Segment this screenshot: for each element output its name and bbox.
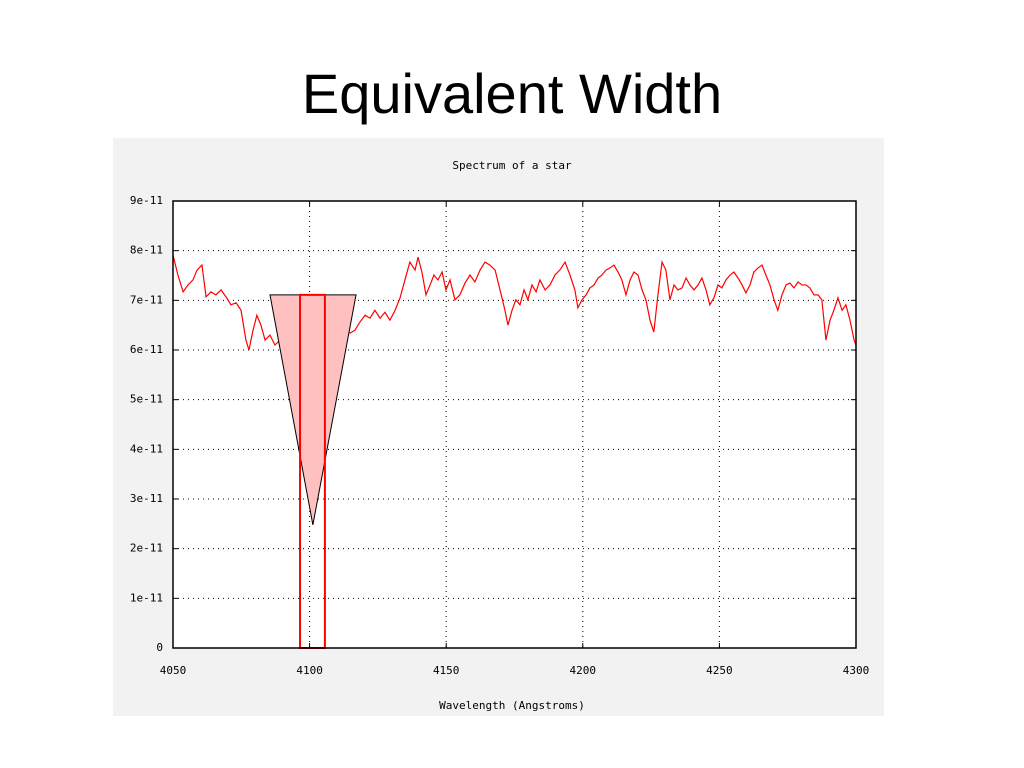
y-tick-label: 6e-11 <box>130 343 163 356</box>
x-axis-label: Wavelength (Angstroms) <box>439 699 585 712</box>
y-tick-label: 2e-11 <box>130 542 163 555</box>
x-tick-label: 4050 <box>160 664 187 677</box>
plot-frame <box>172 200 857 649</box>
y-tick-label: 9e-11 <box>130 194 163 207</box>
plot: 0 1e-11 2e-11 3e-11 4e-11 5e-11 6e-11 7e-11 8e-1… <box>130 194 869 677</box>
y-tick-label: 1e-11 <box>130 591 163 604</box>
slide-title: Equivalent Width <box>302 62 722 125</box>
y-tick-label: 0 <box>156 641 163 654</box>
plot-area <box>173 201 856 648</box>
y-tick-label: 4e-11 <box>130 442 163 455</box>
y-tick-label: 3e-11 <box>130 492 163 505</box>
chart-title: Spectrum of a star <box>452 159 572 172</box>
x-tick-label: 4150 <box>433 664 460 677</box>
x-tick-label: 4300 <box>843 664 870 677</box>
y-tick-label: 5e-11 <box>130 393 163 406</box>
x-tick-label: 4200 <box>570 664 597 677</box>
x-tick-label: 4250 <box>706 664 733 677</box>
y-tick-label: 7e-11 <box>130 293 163 306</box>
y-tick-label: 8e-11 <box>130 244 163 257</box>
x-tick-label: 4100 <box>296 664 323 677</box>
